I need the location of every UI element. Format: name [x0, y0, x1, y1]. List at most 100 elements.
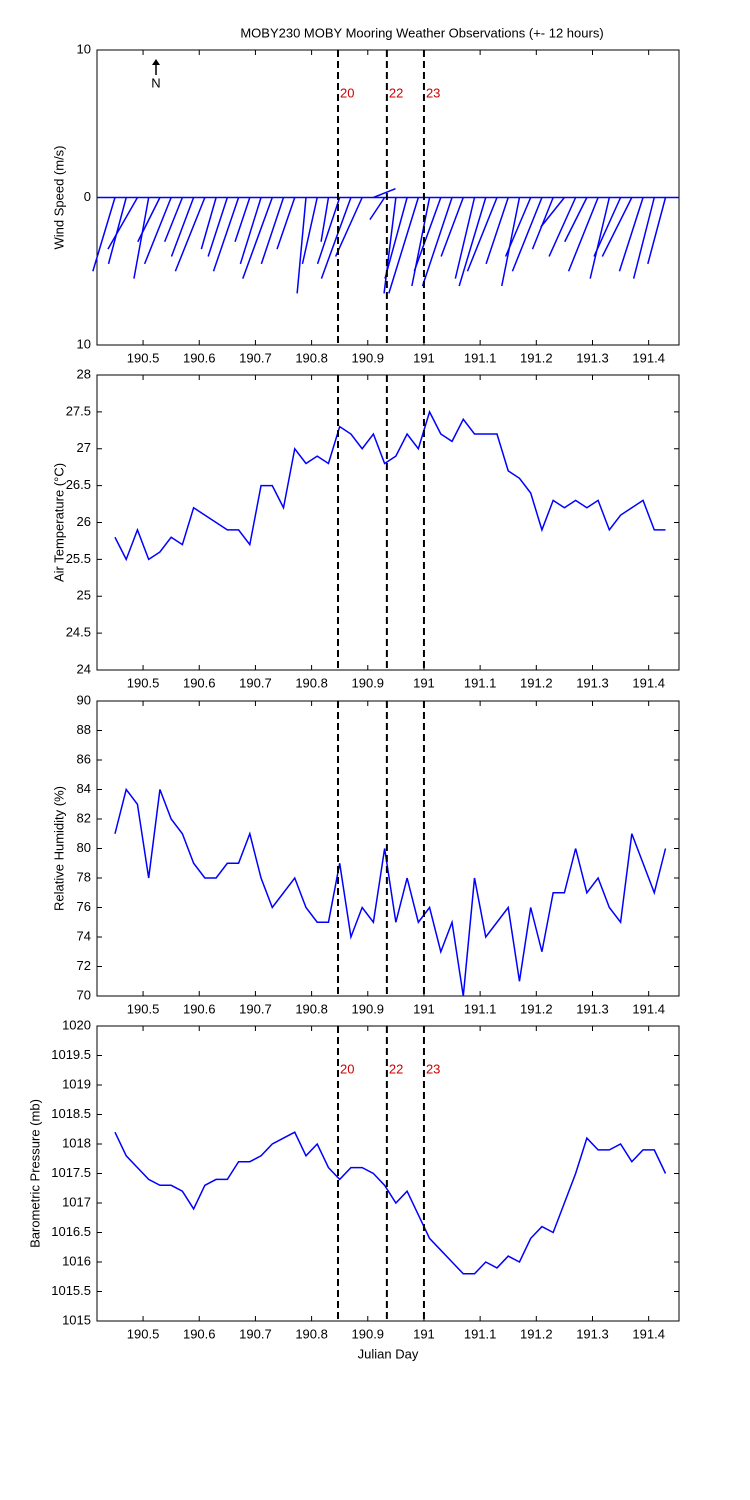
- y-tick-label: 24.5: [66, 625, 91, 640]
- y-tick-label: 80: [77, 840, 91, 855]
- marker-label: 23: [426, 85, 440, 100]
- chart-title: MOBY230 MOBY Mooring Weather Observation…: [240, 25, 603, 40]
- wind-stick: [170, 197, 195, 257]
- x-tick-label: 190.6: [183, 1326, 216, 1341]
- wind-stick: [242, 197, 273, 279]
- wind-stick: [174, 197, 206, 272]
- wind-stick: [384, 197, 408, 279]
- y-tick-label: 84: [77, 781, 91, 796]
- wind-stick: [548, 197, 577, 257]
- plot-frame: [96, 700, 680, 997]
- y-tick-label: 1017: [62, 1194, 91, 1209]
- x-tick-label: 191.3: [576, 675, 609, 690]
- wind-stick: [107, 197, 127, 265]
- x-tick-label: 191: [413, 1326, 435, 1341]
- wind-stick: [143, 197, 172, 265]
- x-tick-label: 191.2: [520, 350, 553, 365]
- x-tick-label: 190.8: [295, 1326, 328, 1341]
- x-tick-label: 191.3: [576, 350, 609, 365]
- wind-stick: [413, 197, 442, 272]
- wind-stick: [440, 197, 464, 257]
- x-tick-label: 191.2: [520, 1001, 553, 1016]
- x-tick-label: 191.2: [520, 1326, 553, 1341]
- wind-stick: [589, 197, 611, 279]
- x-tick-label: 190.6: [183, 675, 216, 690]
- wind-stick: [239, 197, 262, 265]
- marker-label: 20: [340, 1061, 354, 1076]
- wind-stick: [92, 197, 116, 272]
- y-tick-label: 1016: [62, 1253, 91, 1268]
- wind-stick: [234, 197, 251, 242]
- y-tick-label: 25: [77, 588, 91, 603]
- x-tick-label: 191.1: [464, 1001, 497, 1016]
- wind-stick: [212, 197, 240, 272]
- wind-stick: [320, 197, 330, 242]
- y-tick-label: 26: [77, 514, 91, 529]
- wind-stick: [334, 197, 363, 257]
- wind-stick: [137, 197, 161, 243]
- x-tick-label: 190.7: [239, 1326, 272, 1341]
- x-tick-label: 191.4: [632, 350, 665, 365]
- x-tick-label: 191.1: [464, 1326, 497, 1341]
- wind-stick: [200, 197, 217, 250]
- y-tick-label: 1017.5: [51, 1165, 91, 1180]
- wind-stick: [369, 197, 386, 221]
- x-tick-label: 190.7: [239, 675, 272, 690]
- wind-stick: [501, 197, 521, 287]
- wind-stick: [485, 197, 509, 265]
- plot-frame: [96, 374, 680, 671]
- y-tick-label: 1019: [62, 1076, 91, 1091]
- x-tick-label: 190.6: [183, 350, 216, 365]
- wind-stick: [564, 197, 588, 243]
- x-tick-label: 191.2: [520, 675, 553, 690]
- y-axis-label: Air Temperature (°C): [51, 463, 66, 582]
- wind-stick: [458, 197, 487, 287]
- y-axis-label: Relative Humidity (%): [51, 786, 66, 911]
- wind-stick: [567, 197, 599, 272]
- x-tick-label: 190.5: [127, 1001, 160, 1016]
- x-tick-label: 191: [413, 675, 435, 690]
- x-tick-label: 190.8: [295, 675, 328, 690]
- y-tick-label: 78: [77, 869, 91, 884]
- wind-stick: [316, 197, 341, 265]
- y-tick-label: 27.5: [66, 403, 91, 418]
- wind-stick: [107, 197, 139, 250]
- y-tick-label: 1016.5: [51, 1224, 91, 1239]
- wind-stick: [647, 197, 667, 265]
- y-tick-label: 90: [77, 692, 91, 707]
- wind-stick: [618, 197, 644, 272]
- y-tick-label: 1015.5: [51, 1283, 91, 1298]
- wind-stick: [593, 197, 622, 257]
- x-tick-label: 190.5: [127, 350, 160, 365]
- y-tick-label: 72: [77, 958, 91, 973]
- x-tick-label: 190.5: [127, 675, 160, 690]
- marker-label: 22: [389, 1061, 403, 1076]
- x-tick-label: 190.8: [295, 350, 328, 365]
- y-tick-label: 1019.5: [51, 1047, 91, 1062]
- y-tick-label: 0: [84, 189, 91, 204]
- x-tick-label: 190.8: [295, 1001, 328, 1016]
- x-tick-label: 190.5: [127, 1326, 160, 1341]
- wind-stick: [504, 197, 532, 257]
- y-tick-label: 70: [77, 987, 91, 1002]
- data-line: [114, 409, 666, 562]
- x-tick-label: 191.4: [632, 675, 665, 690]
- y-axis-label: Wind Speed (m/s): [51, 145, 66, 249]
- marker-label: 23: [426, 1061, 440, 1076]
- y-tick-label: 27: [77, 440, 91, 455]
- x-axis-label: Julian Day: [358, 1346, 419, 1361]
- wind-stick: [163, 197, 184, 243]
- marker-label: 20: [340, 85, 354, 100]
- x-tick-label: 191.3: [576, 1001, 609, 1016]
- x-tick-label: 190.9: [352, 675, 385, 690]
- y-tick-label: 1018.5: [51, 1106, 91, 1121]
- y-tick-label: 24: [77, 661, 91, 676]
- x-tick-label: 191.3: [576, 1326, 609, 1341]
- y-tick-label: 76: [77, 899, 91, 914]
- wind-stick: [421, 197, 453, 287]
- wind-stick: [540, 197, 565, 228]
- north-arrow-head: [152, 59, 160, 65]
- x-tick-label: 191.4: [632, 1001, 665, 1016]
- y-tick-label: 28: [77, 366, 91, 381]
